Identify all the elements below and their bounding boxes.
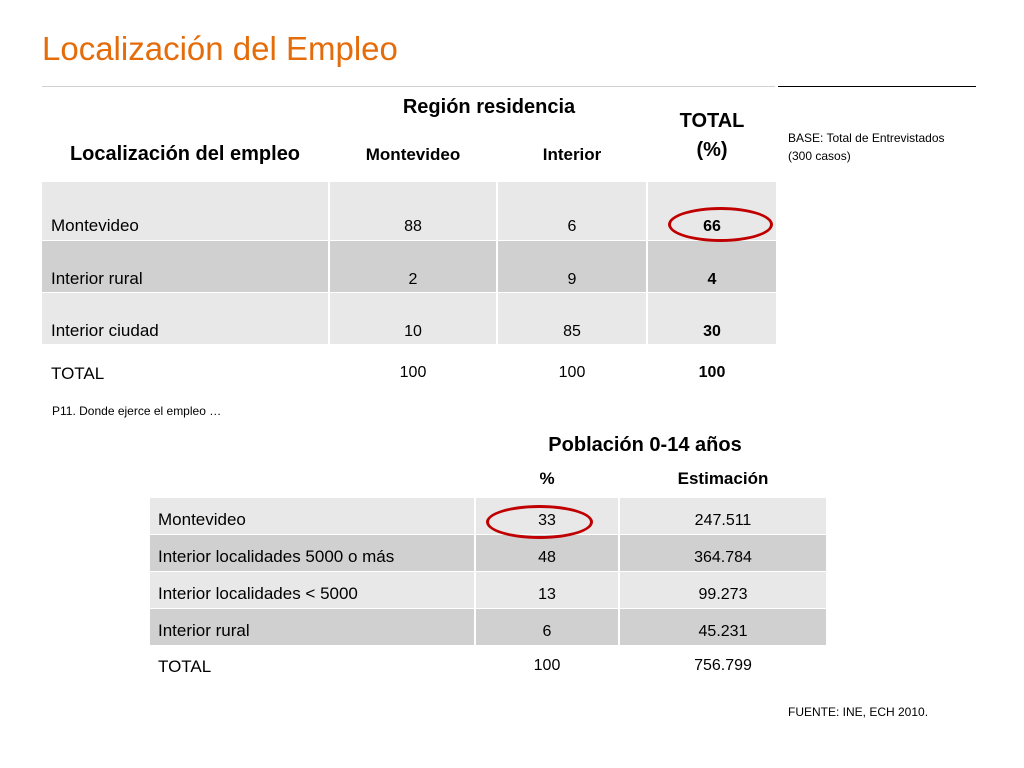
table1-col-interior: Interior <box>542 145 602 164</box>
table1-cell-interior: 6 <box>498 182 646 240</box>
cell-value: 756.799 <box>694 657 752 674</box>
table1-group-header: Región residencia <box>402 96 576 118</box>
cell-value: 10 <box>404 323 422 340</box>
title-divider <box>42 86 775 87</box>
cell-value: 48 <box>538 549 556 566</box>
table1-cell-interior: 9 <box>498 241 646 292</box>
row-label: Montevideo <box>158 510 246 529</box>
table2-col-pct: % <box>539 469 555 488</box>
cell-value: 364.784 <box>694 549 752 566</box>
table2-cell-est: 364.784 <box>620 535 826 571</box>
cell-value: 6 <box>567 218 577 235</box>
cell-value: 13 <box>538 586 556 603</box>
side-divider <box>778 86 976 87</box>
table1-row-label-cell: Montevideo <box>42 182 328 240</box>
cell-value: 100 <box>399 364 427 381</box>
cell-value: 9 <box>567 271 577 288</box>
table2-cell-est: 247.511 <box>620 498 826 534</box>
row-label: Interior rural <box>158 621 250 640</box>
table2-row-label-cell: Interior rural <box>150 609 474 645</box>
row-label: Interior localidades < 5000 <box>158 584 358 603</box>
table2-row-label-cell: Interior localidades < 5000 <box>150 572 474 608</box>
base-note: BASE: Total de Entrevistados (300 casos) <box>788 129 945 165</box>
table1-cell-total: 4 <box>648 241 776 292</box>
cell-value: 99.273 <box>698 586 748 603</box>
cell-value: 100 <box>558 364 586 381</box>
table1-row-label-cell: Interior rural <box>42 241 328 292</box>
table1-cell-total: 30 <box>648 293 776 344</box>
cell-value: 85 <box>563 323 581 340</box>
table2-group-header: Población 0-14 años <box>548 434 742 456</box>
table2-row-label-cell: Interior localidades 5000 o más <box>150 535 474 571</box>
table1-row-label-cell: Interior ciudad <box>42 293 328 344</box>
base-note-line2: (300 casos) <box>788 149 851 163</box>
cell-value: 30 <box>703 323 721 340</box>
cell-value: 100 <box>533 657 561 674</box>
row-label: Interior localidades 5000 o más <box>158 547 395 566</box>
table1-cell-montevideo: 2 <box>330 241 496 292</box>
table2-cell-pct: 13 <box>476 572 618 608</box>
row-label: Interior ciudad <box>51 321 159 340</box>
table2-cell-est: 45.231 <box>620 609 826 645</box>
base-note-line1: BASE: Total de Entrevistados <box>788 131 945 145</box>
row-label: Interior rural <box>51 269 143 288</box>
highlight-ring <box>486 505 593 539</box>
page-title: Localización del Empleo <box>42 30 398 67</box>
table1-cell-montevideo: 88 <box>330 182 496 240</box>
cell-value: 88 <box>404 218 422 235</box>
table1-cell-interior: 85 <box>498 293 646 344</box>
cell-value: 247.511 <box>694 512 752 529</box>
table1-col-total: TOTAL (%) <box>679 110 745 161</box>
table2-row-label-cell: Montevideo <box>150 498 474 534</box>
table2-cell-est: 99.273 <box>620 572 826 608</box>
source-note: FUENTE: INE, ECH 2010. <box>788 705 929 719</box>
highlight-ring <box>668 207 773 242</box>
table2-cell-pct: 48 <box>476 535 618 571</box>
row-label: TOTAL <box>51 364 105 383</box>
row-label: TOTAL <box>158 657 212 676</box>
table2-col-est: Estimación <box>677 469 769 488</box>
cell-value: 45.231 <box>698 623 748 640</box>
table1-col-montevideo: Montevideo <box>365 145 461 164</box>
table1-cell-montevideo: 10 <box>330 293 496 344</box>
table2-cell-pct: 6 <box>476 609 618 645</box>
cell-value: 100 <box>698 364 726 381</box>
row-label: Montevideo <box>51 216 139 235</box>
table1-row-header: Localización del empleo <box>69 143 301 165</box>
table1-footnote: P11. Donde ejerce el empleo … <box>52 404 222 418</box>
cell-value: 2 <box>408 271 418 288</box>
cell-value: 4 <box>707 271 717 288</box>
cell-value: 6 <box>542 623 552 640</box>
